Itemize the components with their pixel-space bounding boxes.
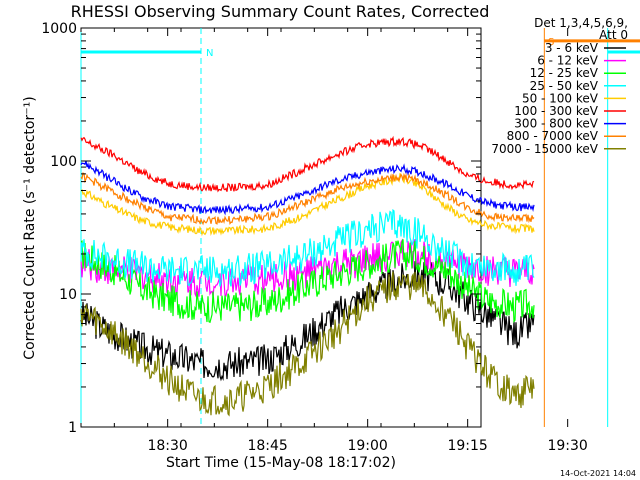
annotation-s: S xyxy=(548,37,554,48)
legend-label-100-300-kev: 100 - 300 keV xyxy=(514,104,598,118)
legend-label-3-6-kev: 3 - 6 keV xyxy=(545,41,599,55)
series-line-800-7000-kev-0 xyxy=(80,172,535,226)
x-axis-label: Start Time (15-May-08 18:17:02) xyxy=(166,455,396,471)
x-tick-label-0: 18:30 xyxy=(147,438,187,454)
y-tick-label-2: 100 xyxy=(50,154,77,170)
series-line-100-300-kev-0 xyxy=(80,135,535,193)
plot-frame xyxy=(80,27,482,428)
series-line-300-800-kev-0 xyxy=(80,160,535,216)
legend-label-7000-15000-kev: 7000 - 15000 keV xyxy=(491,142,598,156)
legend-label-12-25-kev: 12 - 25 keV xyxy=(530,66,599,80)
state-bars xyxy=(81,39,640,54)
x-tick-label-3: 19:15 xyxy=(447,438,487,454)
annotation-n: N xyxy=(206,48,213,59)
y-tick-label-3: 1000 xyxy=(41,21,77,37)
series-line-25-50-kev-0 xyxy=(80,208,535,287)
y-tick-label-1: 10 xyxy=(59,287,77,303)
legend-label-6-12-kev: 6 - 12 keV xyxy=(537,54,599,68)
legend-header-line-2: Att 0 xyxy=(599,28,628,42)
state-annotations: NS xyxy=(206,37,554,59)
chart-title: RHESSI Observing Summary Count Rates, Co… xyxy=(71,2,490,21)
legend-label-300-800-kev: 300 - 800 keV xyxy=(514,117,598,131)
y-tick-label-0: 1 xyxy=(68,420,77,436)
series-line-50-100-kev-0 xyxy=(80,172,535,237)
legend-label-800-7000-kev: 800 - 7000 keV xyxy=(507,129,599,143)
state-change-lines xyxy=(80,28,609,427)
series-line-12-25-kev-0 xyxy=(80,239,535,324)
generation-timestamp: 14-Oct-2021 14:04 xyxy=(560,469,636,478)
y-axis-label: Corrected Count Rate (s⁻¹ detector⁻¹) xyxy=(22,96,38,359)
series-line-7000-15000-kev-0 xyxy=(80,271,535,417)
legend-label-25-50-kev: 25 - 50 keV xyxy=(530,79,599,93)
x-tick-label-1: 18:45 xyxy=(247,438,287,454)
series-lines xyxy=(80,135,535,417)
x-tick-label-2: 19:00 xyxy=(347,438,387,454)
legend-header-line-1: Det 1,3,4,5,6,9, xyxy=(534,16,628,30)
x-tick-label-4: 19:30 xyxy=(547,438,587,454)
legend-label-50-100-kev: 50 - 100 keV xyxy=(522,91,599,105)
y-axis-ticks: 1 10 100 1000 xyxy=(41,21,481,436)
